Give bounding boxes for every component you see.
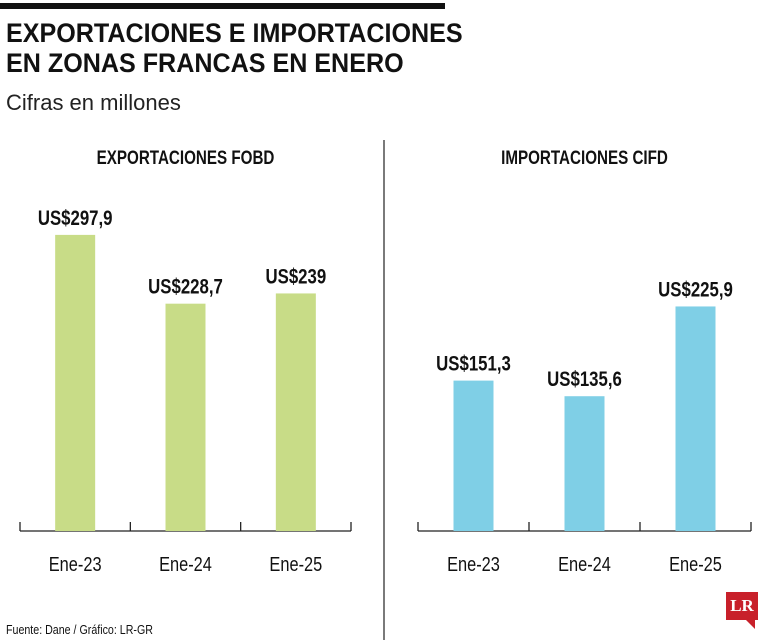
title-line-2: EN ZONAS FRANCAS EN ENERO xyxy=(6,48,404,78)
category-label: Ene-23 xyxy=(447,552,500,575)
category-label: Ene-25 xyxy=(269,552,322,575)
bar-ene-25 xyxy=(675,306,716,531)
top-rule xyxy=(0,3,445,9)
data-label: US$135,6 xyxy=(547,369,622,392)
bar-ene-23 xyxy=(55,234,96,532)
category-label: Ene-25 xyxy=(669,552,722,575)
data-label: US$225,9 xyxy=(658,279,733,302)
category-label: Ene-24 xyxy=(159,552,212,575)
page-title: EXPORTACIONES E IMPORTACIONES EN ZONAS F… xyxy=(6,18,463,78)
subtitle: Cifras en millones xyxy=(6,90,181,115)
panel-title: EXPORTACIONES FOBD xyxy=(97,146,275,168)
data-label: US$297,9 xyxy=(38,207,113,230)
category-label: Ene-24 xyxy=(558,552,611,575)
data-label: US$239 xyxy=(265,266,326,289)
bar-ene-24 xyxy=(564,396,605,531)
data-label: US$228,7 xyxy=(148,276,223,299)
bar-ene-25 xyxy=(275,293,316,531)
bar-ene-24 xyxy=(165,303,206,531)
panel-title: IMPORTACIONES CIFD xyxy=(501,146,668,168)
bar-ene-23 xyxy=(453,380,494,531)
data-label: US$151,3 xyxy=(436,353,511,376)
lr-logo: LR xyxy=(726,592,758,629)
category-label: Ene-23 xyxy=(49,552,102,575)
title-line-1: EXPORTACIONES E IMPORTACIONES xyxy=(6,18,463,48)
source-note: Fuente: Dane / Gráfico: LR-GR xyxy=(6,622,153,637)
